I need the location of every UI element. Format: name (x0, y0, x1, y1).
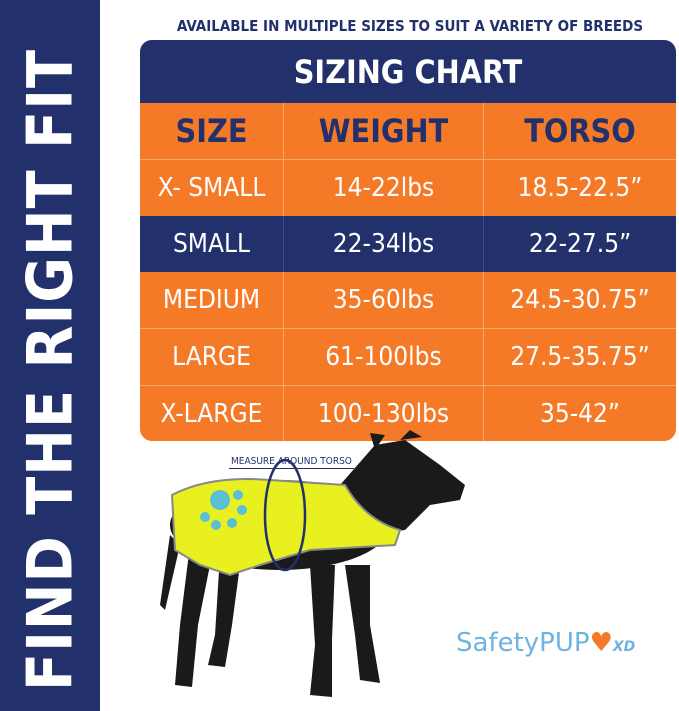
header-size: SIZE (175, 112, 248, 150)
table-row: X- SMALL 14-22lbs 18.5-22.5” (140, 159, 676, 216)
torso-cell: 18.5-22.5” (483, 160, 676, 216)
size-cell: LARGE (172, 342, 251, 372)
paw-icon (200, 490, 247, 530)
heart-icon: ♥ (589, 628, 613, 658)
header-row: SIZE WEIGHT TORSO (140, 103, 676, 159)
sizing-chart: SIZING CHART SIZE WEIGHT TORSO X- SMALL … (140, 40, 676, 441)
size-cell: X-LARGE (160, 399, 263, 429)
weight-cell: 22-34lbs (283, 216, 483, 272)
table-row: X-LARGE 100-130lbs 35-42” (140, 385, 676, 441)
subtitle: AVAILABLE IN MULTIPLE SIZES TO SUIT A VA… (176, 17, 644, 35)
logo-text: SafetyPUP (456, 628, 590, 658)
header-torso: TORSO (483, 103, 676, 159)
side-banner-text: FIND THE RIGHT FIT (13, 48, 87, 692)
torso-cell: 27.5-35.75” (483, 329, 676, 385)
table-row: MEDIUM 35-60lbs 24.5-30.75” (140, 272, 676, 328)
torso-cell: 22-27.5” (483, 216, 676, 272)
torso-cell: 35-42” (483, 386, 676, 441)
logo-suffix: XD (612, 639, 636, 655)
table-row: LARGE 61-100lbs 27.5-35.75” (140, 328, 676, 385)
brand-logo: SafetyPUP♥XD (456, 628, 635, 658)
header-weight: WEIGHT (283, 103, 483, 159)
weight-cell: 100-130lbs (283, 386, 483, 441)
dog-in-vest-illustration (160, 430, 465, 697)
size-cell: X- SMALL (157, 173, 266, 203)
size-cell: MEDIUM (162, 285, 261, 315)
torso-measure-ring (263, 458, 307, 572)
measure-label: MEASURE AROUND TORSO (229, 456, 354, 469)
side-banner: FIND THE RIGHT FIT (0, 0, 100, 711)
torso-cell: 24.5-30.75” (483, 272, 676, 328)
weight-cell: 35-60lbs (283, 272, 483, 328)
weight-cell: 61-100lbs (283, 329, 483, 385)
weight-cell: 14-22lbs (283, 160, 483, 216)
size-cell: SMALL (172, 229, 251, 259)
chart-title: SIZING CHART (140, 40, 676, 103)
table-row: SMALL 22-34lbs 22-27.5” (140, 216, 676, 272)
